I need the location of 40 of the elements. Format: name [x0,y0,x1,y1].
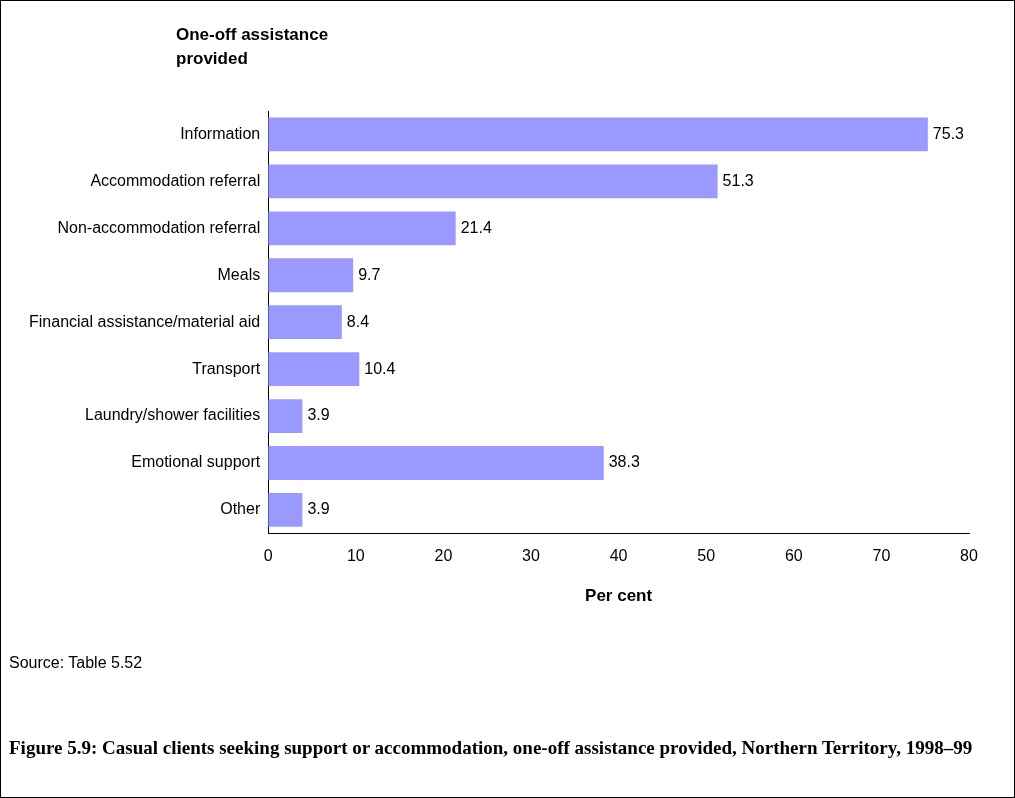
x-tick-label: 40 [609,547,628,565]
y-tick-label: Emotional support [131,453,261,471]
y-tick-label: Non-accommodation referral [57,218,261,236]
data-label: 38.3 [608,453,640,471]
x-axis-title: Per cent [585,586,653,606]
y-tick-label: Information [180,124,261,142]
y-tick-label: Laundry/shower facilities [85,406,261,424]
data-label: 8.4 [346,312,370,330]
y-tick-label: Accommodation referral [90,171,261,189]
x-tick-label: 60 [784,547,803,565]
bar [268,164,718,199]
bar [268,446,604,480]
bar [268,117,928,152]
x-tick-label: 50 [697,547,716,565]
bar [268,493,303,527]
bar [268,211,456,246]
x-tick-label: 30 [522,547,541,565]
bar [268,258,354,293]
bar [268,305,342,340]
source-note: Source: Table 5.52 [9,654,143,672]
data-label: 3.9 [307,500,330,518]
data-label: 9.7 [358,265,381,283]
x-tick-label: 80 [960,547,978,565]
x-tick-label: 0 [263,547,273,565]
x-tick-label: 20 [434,547,453,565]
x-tick-label: 70 [872,547,891,565]
data-label: 75.3 [932,124,965,142]
data-label: 21.4 [460,218,492,236]
data-label: 51.3 [722,171,754,189]
y-tick-label: Transport [192,359,261,377]
bar [268,399,303,433]
x-tick-label: 10 [346,547,365,565]
y-axis-title: One-off assistance provided [176,24,330,70]
bar [268,352,360,387]
y-tick-label: Other [220,500,261,518]
y-tick-label: Financial assistance/material aid [29,312,261,330]
text: Figure 5.9: Casual clients seeking support or accommodation, one-off assistance provided, Northern Territory, 1998–99 [9,736,974,760]
data-label: 3.9 [307,406,330,424]
data-label: 10.4 [364,359,396,377]
y-tick-label: Meals [217,265,261,283]
